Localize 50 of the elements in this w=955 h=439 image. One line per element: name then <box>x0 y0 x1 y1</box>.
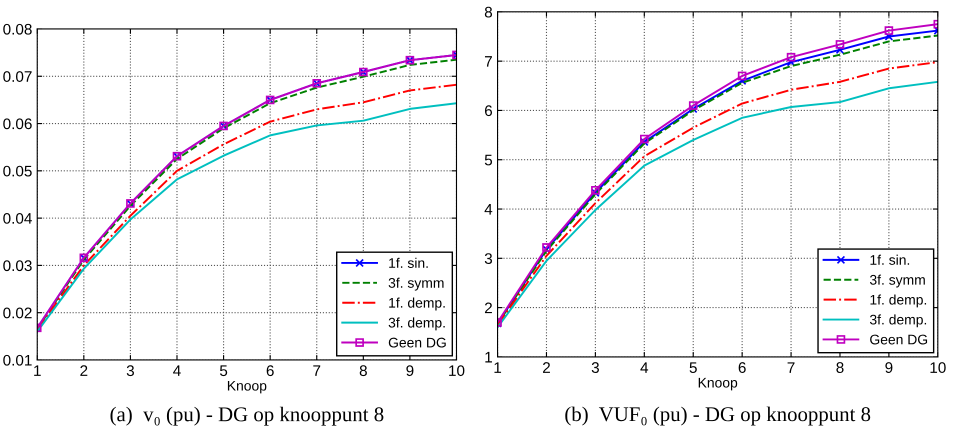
x-tick-label: 3 <box>592 362 599 373</box>
y-tick-label: 7 <box>484 56 492 67</box>
x-axis-title: Knoop <box>228 380 266 394</box>
y-tick-label: 0.02 <box>3 308 32 318</box>
y-tick-label: 6 <box>484 105 492 116</box>
x-tick-label: 1 <box>34 365 41 376</box>
x-tick-label: 7 <box>313 365 320 376</box>
text: (b) VUF₀ (pu) - DG op knooppunt 8 <box>565 406 870 426</box>
y-tick-label: 0.07 <box>3 71 32 82</box>
x-tick-label: 9 <box>406 365 414 376</box>
y-tick-label: 3 <box>484 253 492 264</box>
y-tick-label: 0.01 <box>3 354 32 366</box>
legend-label: 3f. symm <box>870 274 925 288</box>
legend-label: Geen DG <box>388 338 446 348</box>
x-tick-label: 10 <box>449 365 464 376</box>
y-tick-label: 0.08 <box>3 24 32 35</box>
x-axis-title: Knoop <box>698 378 738 390</box>
y-tick-label: 1 <box>485 352 492 362</box>
legend-label: 1f. sin. <box>389 258 428 268</box>
x-tick-label: 1 <box>494 362 502 373</box>
y-tick-label: 4 <box>484 204 492 215</box>
y-tick-label: 0.06 <box>3 118 32 130</box>
legend-label: 1f. sin. <box>870 254 910 265</box>
x-tick-label: 9 <box>885 362 892 373</box>
x-tick-label: 5 <box>690 362 697 373</box>
x-tick-label: 2 <box>542 362 550 373</box>
legend-label: 3f. demp. <box>388 317 445 330</box>
x-tick-label: 5 <box>220 365 228 376</box>
legend-label: 3f. demp. <box>870 314 926 328</box>
x-tick-label: 6 <box>738 362 746 373</box>
legend-label: 1f. demp. <box>870 294 926 308</box>
y-tick-label: 8 <box>484 6 492 18</box>
legend-label: 3f. symm <box>388 278 444 291</box>
text: (a) v₀ (pu) - DG op knooppunt 8 <box>110 406 384 426</box>
y-tick-label: 0.05 <box>3 166 32 177</box>
x-tick-label: 8 <box>836 362 844 373</box>
x-tick-label: 2 <box>80 365 88 376</box>
x-tick-label: 4 <box>640 362 648 373</box>
x-tick-label: 8 <box>360 365 367 376</box>
x-tick-label: 6 <box>266 365 274 376</box>
x-tick-label: 10 <box>930 362 946 373</box>
x-tick-label: 4 <box>173 365 181 376</box>
legend-label: Geen DG <box>870 334 928 344</box>
x-tick-label: 3 <box>126 365 134 376</box>
x-tick-label: 7 <box>788 362 795 373</box>
y-tick-label: 2 <box>484 302 492 314</box>
legend-label: 1f. demp. <box>389 298 445 310</box>
y-tick-label: 0.04 <box>3 212 32 224</box>
y-tick-label: 0.03 <box>3 260 32 272</box>
y-tick-label: 5 <box>484 154 492 166</box>
